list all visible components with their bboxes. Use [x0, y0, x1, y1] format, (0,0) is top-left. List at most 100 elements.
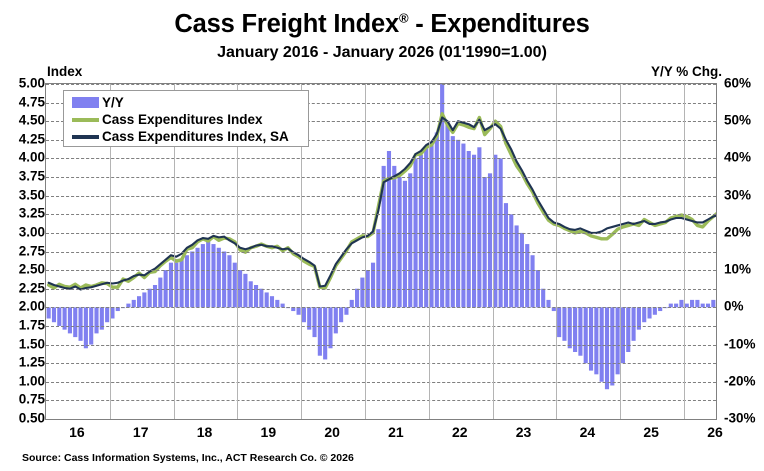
yy-bar	[115, 307, 120, 312]
right-axis-tick-label: 20%	[724, 224, 752, 240]
gridline-h	[46, 102, 716, 104]
left-axis-tick-label: 2.50	[18, 261, 45, 277]
yy-bar	[588, 307, 594, 371]
chart-title: Cass Freight Index® - Expenditures	[0, 10, 764, 39]
yy-bar	[695, 299, 700, 308]
yy-bar	[631, 307, 636, 341]
yy-bar	[296, 307, 301, 315]
yy-bar	[562, 307, 567, 341]
registered-mark-icon: ®	[398, 10, 409, 26]
yy-bar	[264, 292, 269, 308]
yy-bar	[110, 307, 115, 319]
right-axis-tick-label: 60%	[724, 75, 752, 91]
right-axis-tick-label: 50%	[724, 112, 752, 128]
yy-bar	[376, 229, 381, 308]
yy-bar	[259, 288, 264, 308]
yy-bar	[636, 307, 641, 330]
yy-bar	[482, 177, 487, 308]
yy-bar	[206, 240, 211, 308]
yy-bar	[131, 299, 136, 308]
gridline-h	[46, 251, 716, 253]
gridline-v	[365, 84, 367, 419]
gridline-v	[620, 84, 622, 419]
yy-bar	[658, 307, 663, 312]
yy-bar	[307, 307, 312, 330]
legend-item[interactable]: Cass Expenditures Index, SA	[64, 128, 308, 145]
right-axis-tick-label: 0%	[724, 298, 744, 314]
yy-bar	[168, 262, 174, 308]
yy-bar	[152, 285, 158, 308]
plot-area	[45, 83, 717, 420]
yy-bar	[434, 132, 439, 308]
yy-bar	[339, 307, 344, 323]
yy-bar	[243, 273, 248, 308]
yy-bar	[62, 307, 67, 330]
right-axis-tick-label: 10%	[724, 261, 752, 277]
left-axis-tick-label: 4.00	[18, 149, 45, 165]
gridline-h	[46, 270, 716, 272]
gridline-h	[46, 232, 716, 234]
left-axis-tick-label: 2.00	[18, 298, 45, 314]
yy-bar	[222, 251, 227, 308]
yy-bar	[392, 165, 397, 308]
x-axis-tick-label: 19	[260, 424, 277, 440]
left-axis-tick-label: 4.25	[18, 131, 45, 147]
yy-bar	[200, 244, 205, 308]
gridline-h	[46, 363, 716, 365]
gridline-h	[46, 139, 716, 141]
yy-bar	[83, 307, 88, 349]
yy-bar	[642, 307, 647, 323]
yy-bar	[184, 255, 189, 308]
yy-bar	[626, 307, 631, 352]
yy-bar	[525, 244, 530, 308]
legend-item[interactable]: Y/Y	[64, 94, 308, 111]
yy-bar	[94, 307, 99, 334]
yy-bar	[269, 296, 275, 308]
yy-bar	[509, 214, 514, 308]
yy-bar	[291, 307, 296, 312]
right-axis-tick-label: 30%	[724, 187, 752, 203]
yy-bar	[546, 299, 551, 308]
yy-bar	[461, 143, 466, 308]
gridline-v	[684, 84, 686, 419]
gridline-v	[556, 84, 558, 419]
left-axis-tick-label: 1.00	[18, 373, 45, 389]
yy-bar	[705, 303, 711, 308]
yy-bar	[253, 285, 259, 308]
yy-bar	[78, 307, 83, 341]
yy-bar	[450, 136, 455, 308]
line-index-sa	[47, 116, 716, 291]
yy-bar	[317, 307, 322, 356]
yy-bar	[493, 154, 498, 308]
gridline-v	[109, 84, 111, 419]
yy-bar	[370, 262, 376, 308]
legend-item[interactable]: Cass Expenditures Index	[64, 111, 308, 128]
right-axis-title: Y/Y % Chg.	[650, 64, 722, 79]
gridline-h	[46, 419, 716, 420]
left-axis-tick-label: 2.75	[18, 243, 45, 258]
left-axis-tick-label: 1.50	[18, 336, 45, 352]
legend-item-label: Y/Y	[102, 94, 124, 110]
yy-bar	[360, 277, 365, 308]
yy-bar	[248, 281, 253, 308]
x-axis-tick-label: 22	[451, 424, 468, 440]
gridline-h	[46, 121, 716, 123]
yy-bar	[349, 299, 354, 308]
left-axis-title: Index	[47, 64, 83, 79]
yy-bar	[232, 262, 237, 308]
yy-bar	[328, 307, 333, 349]
yy-bar	[408, 173, 413, 308]
left-axis-tick-label: 5.00	[18, 75, 45, 91]
gridline-h	[46, 325, 716, 327]
chart-subtitle: January 2016 - January 2026 (01'1990=1.0…	[217, 44, 547, 61]
yy-bar	[503, 203, 509, 308]
yy-bar	[174, 262, 179, 308]
yy-bar	[615, 307, 620, 375]
legend-item-label: Cass Expenditures Index, SA	[102, 128, 289, 144]
yy-bar	[137, 296, 142, 308]
left-axis-tick-label: 1.75	[18, 317, 45, 333]
yy-bar	[402, 180, 407, 308]
yy-bar	[179, 258, 184, 308]
yy-bar	[142, 292, 147, 308]
yy-bar	[211, 244, 216, 308]
